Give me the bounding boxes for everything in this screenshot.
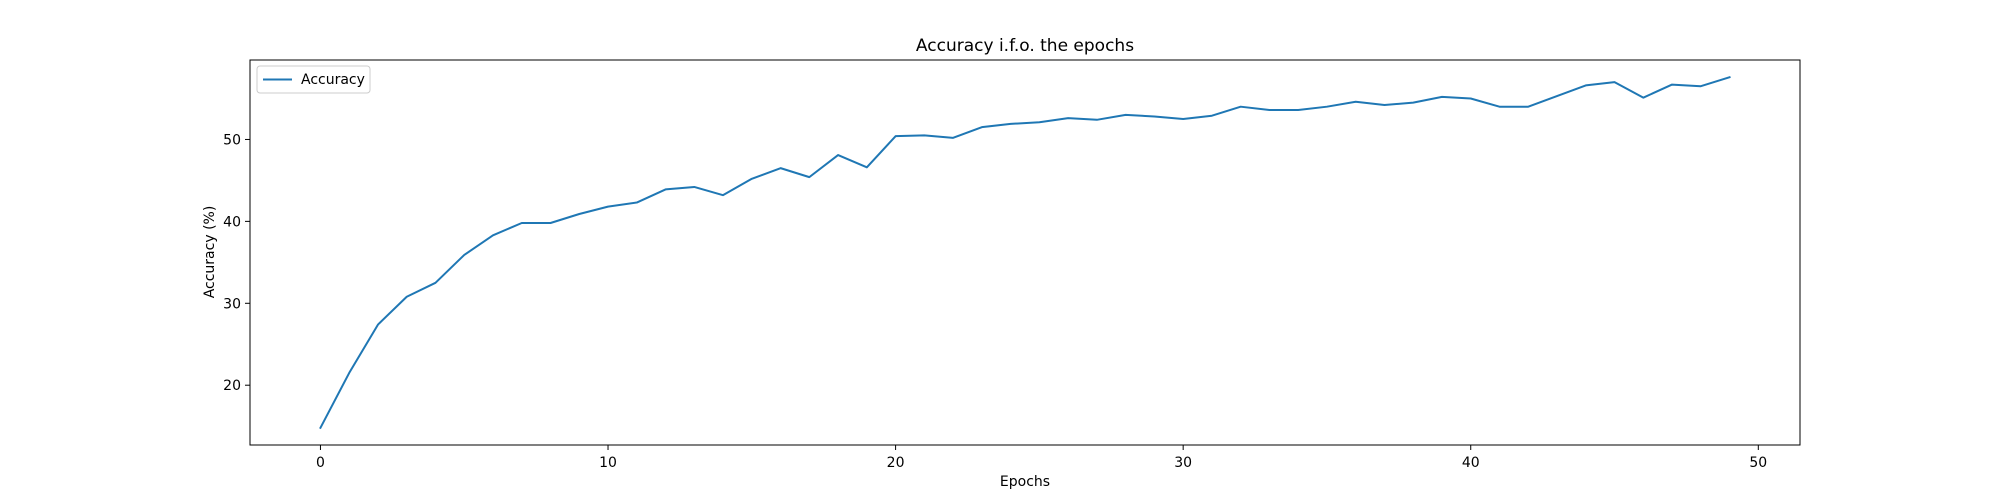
y-tick-label: 30 [223, 296, 241, 312]
x-tick-label: 40 [1462, 455, 1480, 471]
y-tick-label: 20 [223, 378, 241, 394]
x-tick-label: 10 [599, 455, 617, 471]
x-tick-label: 50 [1749, 455, 1767, 471]
y-tick-label: 50 [223, 132, 241, 148]
x-tick-label: 30 [1174, 455, 1192, 471]
x-tick-label: 20 [887, 455, 905, 471]
y-tick-label: 40 [223, 214, 241, 230]
chart-title: Accuracy i.f.o. the epochs [916, 36, 1134, 56]
series-layer [320, 77, 1729, 428]
legend: Accuracy [257, 66, 370, 93]
legend-label: Accuracy [301, 72, 365, 88]
series-line-accuracy [320, 77, 1729, 428]
plot-frame [250, 60, 1800, 445]
x-tick-label: 0 [316, 455, 325, 471]
x-axis-title: Epochs [1000, 474, 1050, 490]
y-axis-title: Accuracy (%) [202, 206, 218, 299]
